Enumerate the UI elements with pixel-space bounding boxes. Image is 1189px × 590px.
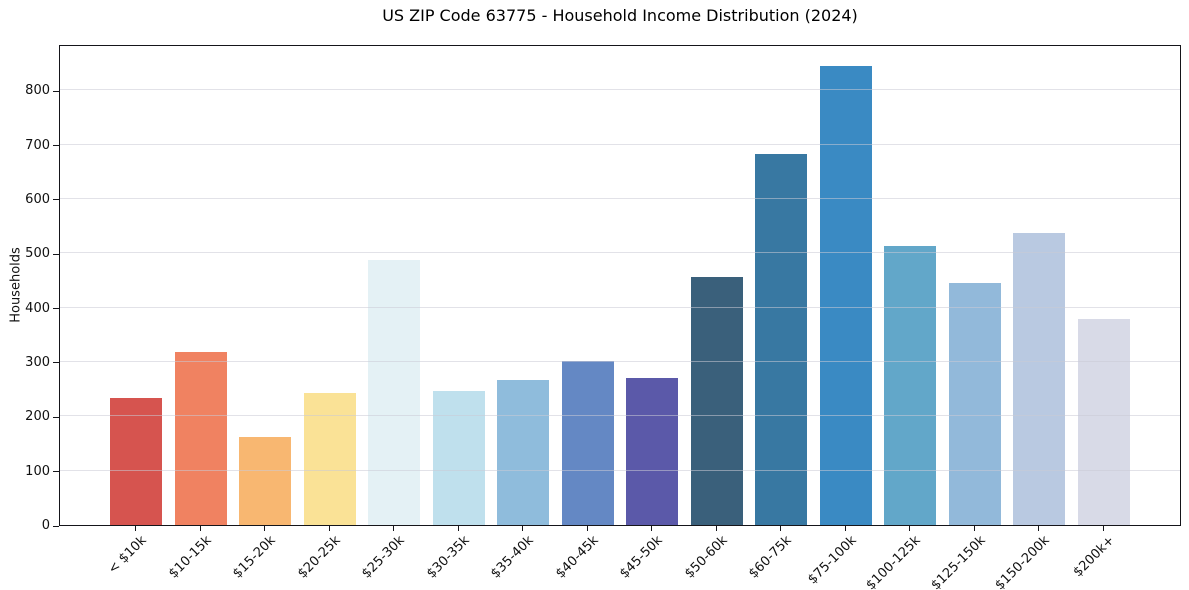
x-tick-mark-$75-100k (844, 526, 846, 531)
gridline-700 (60, 143, 1180, 145)
y-tick-mark-400 (53, 308, 59, 310)
x-tick-mark-$125-150k (973, 526, 975, 531)
bar-$35-40k (497, 379, 550, 525)
y-tick-mark-700 (53, 145, 59, 146)
gridline-200 (60, 415, 1180, 417)
y-tick-mark-100 (53, 471, 59, 473)
y-tick-label-100: 100 (25, 463, 50, 479)
x-tick-mark-$30-35k (457, 526, 459, 531)
bar-$15-20k (239, 437, 292, 525)
bar-$30-35k (432, 390, 485, 525)
y-tick-label-0: 0 (41, 518, 50, 533)
x-tick-mark-$15-20k (264, 526, 266, 531)
x-tick-mark-$25-30k (393, 526, 395, 531)
gridline-100 (60, 469, 1180, 471)
x-tick-mark-$40-45k (586, 526, 588, 531)
bar-$100-125k (884, 245, 937, 525)
bar-$50-60k (690, 277, 743, 525)
bar-$75-100k (819, 65, 872, 525)
gridline-500 (60, 252, 1180, 254)
y-tick-mark-0 (53, 525, 59, 527)
chart-title: US ZIP Code 63775 - Household Income Dis… (382, 6, 858, 25)
bar-$10-15k (174, 352, 227, 525)
x-tick-mark-$45-50k (651, 526, 653, 531)
gridline-800 (60, 89, 1180, 91)
gridline-300 (60, 360, 1180, 362)
bar-$25-30k (368, 260, 421, 525)
bar-< $10k (110, 397, 162, 525)
bar-$150-200k (1013, 233, 1066, 525)
bar-$45-50k (626, 377, 679, 525)
y-tick-label-700: 700 (25, 137, 50, 153)
x-tick-mark-$100-125k (909, 526, 911, 531)
x-tick-mark-$20-25k (328, 526, 330, 531)
bar-$40-45k (561, 360, 614, 525)
x-tick-mark-$150-200k (1038, 526, 1040, 531)
y-tick-mark-200 (53, 416, 59, 418)
x-tick-mark-$10-15k (199, 526, 201, 531)
x-tick-mark-< $10k (135, 526, 136, 531)
x-tick-mark-$60-75k (780, 526, 782, 531)
y-tick-label-300: 300 (25, 354, 50, 370)
x-tick-mark-$50-60k (715, 526, 717, 531)
y-tick-mark-600 (53, 199, 59, 201)
y-tick-label-800: 800 (25, 83, 50, 99)
bar-$60-75k (755, 153, 808, 525)
bar-$20-25k (303, 392, 356, 525)
x-tick-mark-$35-40k (522, 526, 524, 531)
x-tick-mark-$200k+ (1103, 526, 1104, 531)
gridline-600 (60, 197, 1180, 199)
plot-area (59, 45, 1181, 526)
x-tick-label-< $10k: < $10k (105, 533, 150, 578)
y-tick-label-500: 500 (25, 246, 50, 262)
y-tick-label-200: 200 (25, 409, 50, 425)
gridline-400 (60, 306, 1180, 308)
bar-$200k+ (1077, 319, 1130, 525)
y-tick-mark-800 (53, 90, 59, 92)
y-tick-mark-300 (53, 362, 59, 364)
bar-$125-150k (948, 283, 1001, 525)
y-tick-mark-500 (53, 253, 59, 255)
y-tick-label-600: 600 (25, 191, 50, 207)
y-tick-label-400: 400 (25, 300, 50, 316)
